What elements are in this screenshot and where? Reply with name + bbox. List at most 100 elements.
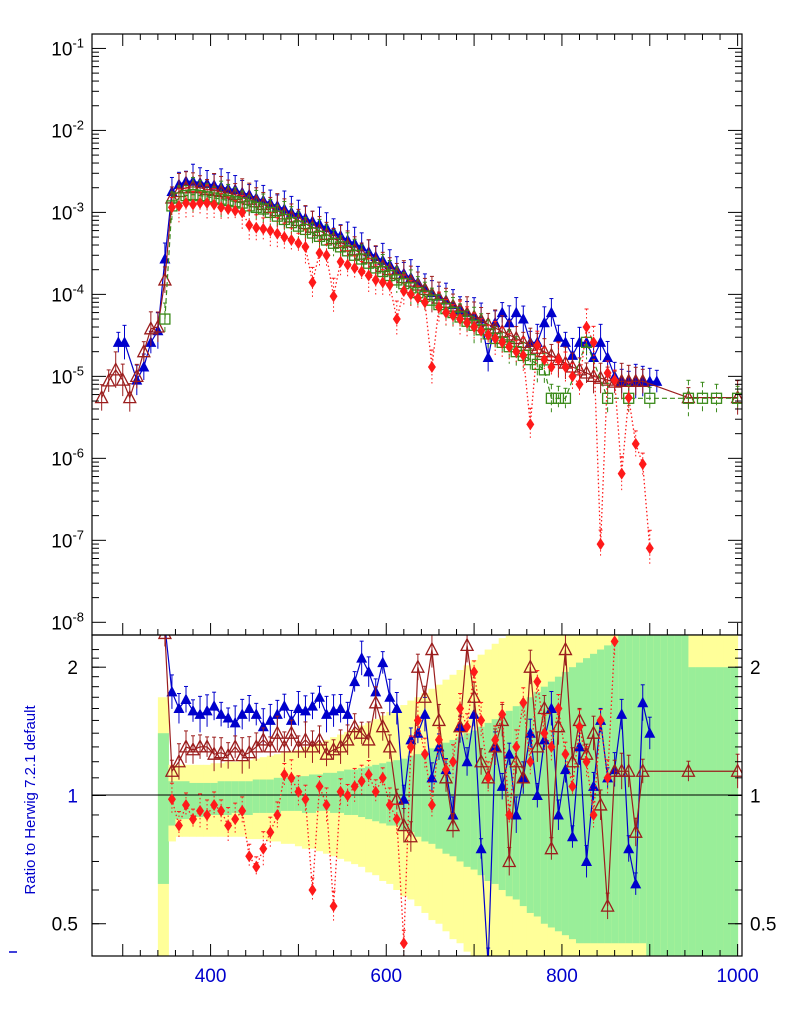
data-point-marker [108, 361, 123, 376]
data-point-marker [495, 712, 510, 727]
data-point-marker [257, 203, 269, 215]
data-point-marker [280, 231, 289, 244]
y-tick-label: 10-1 [51, 35, 84, 60]
data-point-marker [526, 755, 535, 768]
data-point-marker [343, 789, 352, 802]
ratio-y-tick-label: 1 [67, 786, 78, 807]
main-series [94, 163, 742, 567]
data-point-marker [596, 538, 605, 551]
data-point-marker [189, 198, 198, 211]
data-point-marker [129, 368, 144, 383]
uncertainty-band-inner [491, 719, 500, 884]
data-point-marker [357, 265, 366, 278]
data-point-marker [431, 712, 447, 727]
data-point-marker [552, 331, 564, 342]
data-point-marker [468, 708, 480, 719]
uncertainty-band-inner [540, 686, 549, 924]
uncertainty-band-inner [365, 766, 373, 820]
data-point-marker [122, 389, 137, 404]
main-frame [91, 33, 743, 636]
data-point-marker [256, 732, 271, 746]
data-point-marker [498, 708, 507, 721]
data-point-marker [167, 793, 176, 806]
data-point-marker [277, 739, 292, 753]
uncertainty-band-inner [210, 782, 219, 815]
data-point-marker [292, 702, 304, 713]
data-point-marker [291, 739, 306, 753]
y-tick-label: 10-6 [51, 445, 84, 470]
uncertainty-band-inner [421, 751, 429, 842]
data-point-marker [271, 708, 283, 719]
uncertainty-band-inner [498, 714, 507, 890]
data-point-marker [568, 780, 577, 793]
uncertainty-band-inner [505, 710, 514, 897]
data-point-marker [540, 727, 549, 740]
data-point-marker [378, 771, 387, 784]
data-point-marker [363, 665, 375, 677]
uncertainty-band-inner [561, 671, 570, 936]
data-point-marker [334, 241, 347, 253]
data-point-marker [343, 258, 352, 271]
data-point-marker [575, 720, 584, 733]
uncertainty-band-inner [583, 658, 591, 944]
data-point-marker [322, 798, 331, 811]
data-point-marker [299, 704, 311, 716]
main-panel: 10-1 10-2 10-3 10-4 10-5 10-6 10-7 10-8 [51, 33, 743, 636]
data-point-marker [696, 392, 709, 404]
data-point-marker [475, 842, 487, 854]
data-point-marker [433, 740, 445, 752]
data-point-marker [434, 301, 443, 314]
y-tick-label: 10-2 [51, 117, 84, 142]
data-point-marker [167, 201, 176, 214]
data-point-marker [392, 813, 401, 826]
ratio-y-tick-label: 0.5 [52, 915, 78, 936]
data-point-marker [278, 700, 290, 711]
data-point-marker [294, 785, 303, 798]
data-point-marker [427, 798, 436, 811]
uncertainty-band-inner [463, 733, 472, 867]
data-point-marker [342, 708, 354, 719]
data-point-marker [559, 763, 571, 775]
data-point-marker [533, 675, 542, 688]
data-point-marker [509, 330, 524, 345]
data-point-marker [651, 375, 663, 386]
data-point-marker [385, 798, 394, 811]
data-point-marker [533, 339, 542, 352]
data-point-marker [488, 739, 503, 753]
data-point-marker [350, 780, 359, 793]
data-point-marker [392, 313, 401, 326]
data-point-marker [523, 659, 538, 673]
data-point-marker [228, 739, 243, 753]
data-point-marker [445, 817, 461, 832]
data-point-marker [635, 373, 650, 387]
data-point-marker [217, 804, 226, 817]
data-point-marker [264, 714, 276, 725]
data-point-marker [596, 714, 605, 727]
data-point-marker [600, 898, 615, 912]
uncertainty-band-inner [702, 667, 710, 956]
data-point-marker [199, 739, 215, 753]
data-point-marker [284, 209, 299, 223]
data-point-marker [308, 276, 317, 289]
data-point-marker [491, 332, 500, 345]
data-point-marker [308, 883, 317, 896]
data-point-marker [384, 691, 396, 702]
data-point-marker [463, 720, 472, 733]
data-point-marker [554, 353, 563, 366]
data-point-marker [574, 740, 585, 752]
uncertainty-band-inner [217, 781, 226, 815]
data-point-marker [470, 321, 479, 334]
data-point-marker [266, 224, 275, 237]
uncertainty-band-inner [695, 667, 703, 956]
y-tick-label: 10-8 [51, 609, 84, 634]
data-point-marker [319, 226, 334, 240]
data-point-marker [638, 458, 647, 471]
uncertainty-band-inner [379, 763, 387, 824]
uncertainty-band-inner [575, 662, 584, 944]
data-point-marker [270, 725, 285, 739]
data-point-marker [382, 739, 397, 753]
data-point-marker [623, 842, 635, 854]
data-point-marker [391, 702, 403, 713]
series-line [101, 186, 738, 400]
data-point-marker [396, 817, 411, 832]
